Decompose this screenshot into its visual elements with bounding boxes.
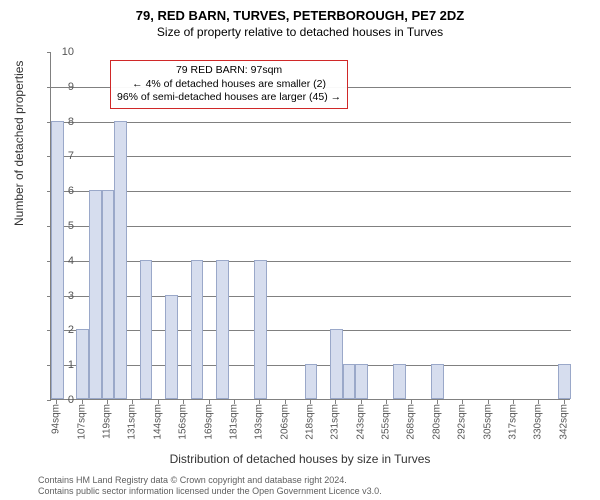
annotation-line2: ← 4% of detached houses are smaller (2) (117, 78, 341, 92)
footer-attribution: Contains HM Land Registry data © Crown c… (38, 475, 382, 498)
ytick-label: 6 (68, 185, 74, 197)
xtick-label: 342sqm (558, 404, 569, 440)
xtick-label: 131sqm (127, 404, 138, 440)
chart-title-main: 79, RED BARN, TURVES, PETERBOROUGH, PE7 … (0, 0, 600, 23)
gridline (51, 330, 571, 331)
xtick-label: 243sqm (355, 404, 366, 440)
xtick-label: 94sqm (51, 404, 62, 434)
xtick-label: 255sqm (381, 404, 392, 440)
xtick-label: 206sqm (279, 404, 290, 440)
footer-line2: Contains public sector information licen… (38, 486, 382, 498)
bar (89, 190, 102, 399)
annotation-box: 79 RED BARN: 97sqm ← 4% of detached hous… (110, 60, 348, 109)
bar (76, 329, 89, 399)
bar (165, 295, 178, 399)
ytick-mark (47, 400, 51, 401)
xtick-label: 292sqm (457, 404, 468, 440)
bar (114, 121, 127, 399)
xtick-label: 268sqm (406, 404, 417, 440)
ytick-label: 9 (68, 81, 74, 93)
y-axis-label: Number of detached properties (12, 61, 26, 226)
gridline (51, 296, 571, 297)
chart-title-sub: Size of property relative to detached ho… (0, 23, 600, 39)
gridline (51, 191, 571, 192)
gridline (51, 261, 571, 262)
xtick-label: 119sqm (102, 404, 113, 439)
bar (140, 260, 153, 399)
xtick-label: 169sqm (203, 404, 214, 440)
bar (330, 329, 343, 399)
xtick-label: 317sqm (507, 404, 518, 440)
ytick-label: 3 (68, 290, 74, 302)
xtick-label: 218sqm (305, 404, 316, 440)
bar (558, 364, 571, 399)
xtick-label: 330sqm (533, 404, 544, 440)
bar (393, 364, 406, 399)
gridline (51, 226, 571, 227)
ytick-label: 2 (68, 324, 74, 336)
bar (254, 260, 267, 399)
ytick-label: 0 (68, 394, 74, 406)
bar (355, 364, 368, 399)
gridline (51, 122, 571, 123)
ytick-mark (47, 87, 51, 88)
xtick-label: 156sqm (178, 404, 189, 440)
bar (431, 364, 444, 399)
annotation-line3: 96% of semi-detached houses are larger (… (117, 91, 341, 105)
chart-container: 79 RED BARN: 97sqm ← 4% of detached hous… (50, 52, 570, 400)
xtick-label: 280sqm (431, 404, 442, 440)
xtick-label: 181sqm (228, 404, 239, 440)
ytick-label: 10 (62, 46, 74, 58)
annotation-line1: 79 RED BARN: 97sqm (117, 64, 341, 78)
bar (343, 364, 356, 399)
xtick-label: 144sqm (152, 404, 163, 440)
ytick-label: 1 (68, 359, 74, 371)
xtick-label: 107sqm (76, 404, 87, 440)
gridline (51, 156, 571, 157)
x-axis-label: Distribution of detached houses by size … (0, 452, 600, 466)
xtick-label: 305sqm (482, 404, 493, 440)
bar (51, 121, 64, 399)
ytick-mark (47, 52, 51, 53)
ytick-label: 8 (68, 116, 74, 128)
bar (216, 260, 229, 399)
bar (191, 260, 204, 399)
ytick-label: 5 (68, 220, 74, 232)
bar (102, 190, 115, 399)
xtick-label: 193sqm (254, 404, 265, 440)
ytick-label: 4 (68, 255, 74, 267)
ytick-label: 7 (68, 150, 74, 162)
footer-line1: Contains HM Land Registry data © Crown c… (38, 475, 382, 487)
xtick-label: 231sqm (330, 404, 341, 440)
bar (305, 364, 318, 399)
